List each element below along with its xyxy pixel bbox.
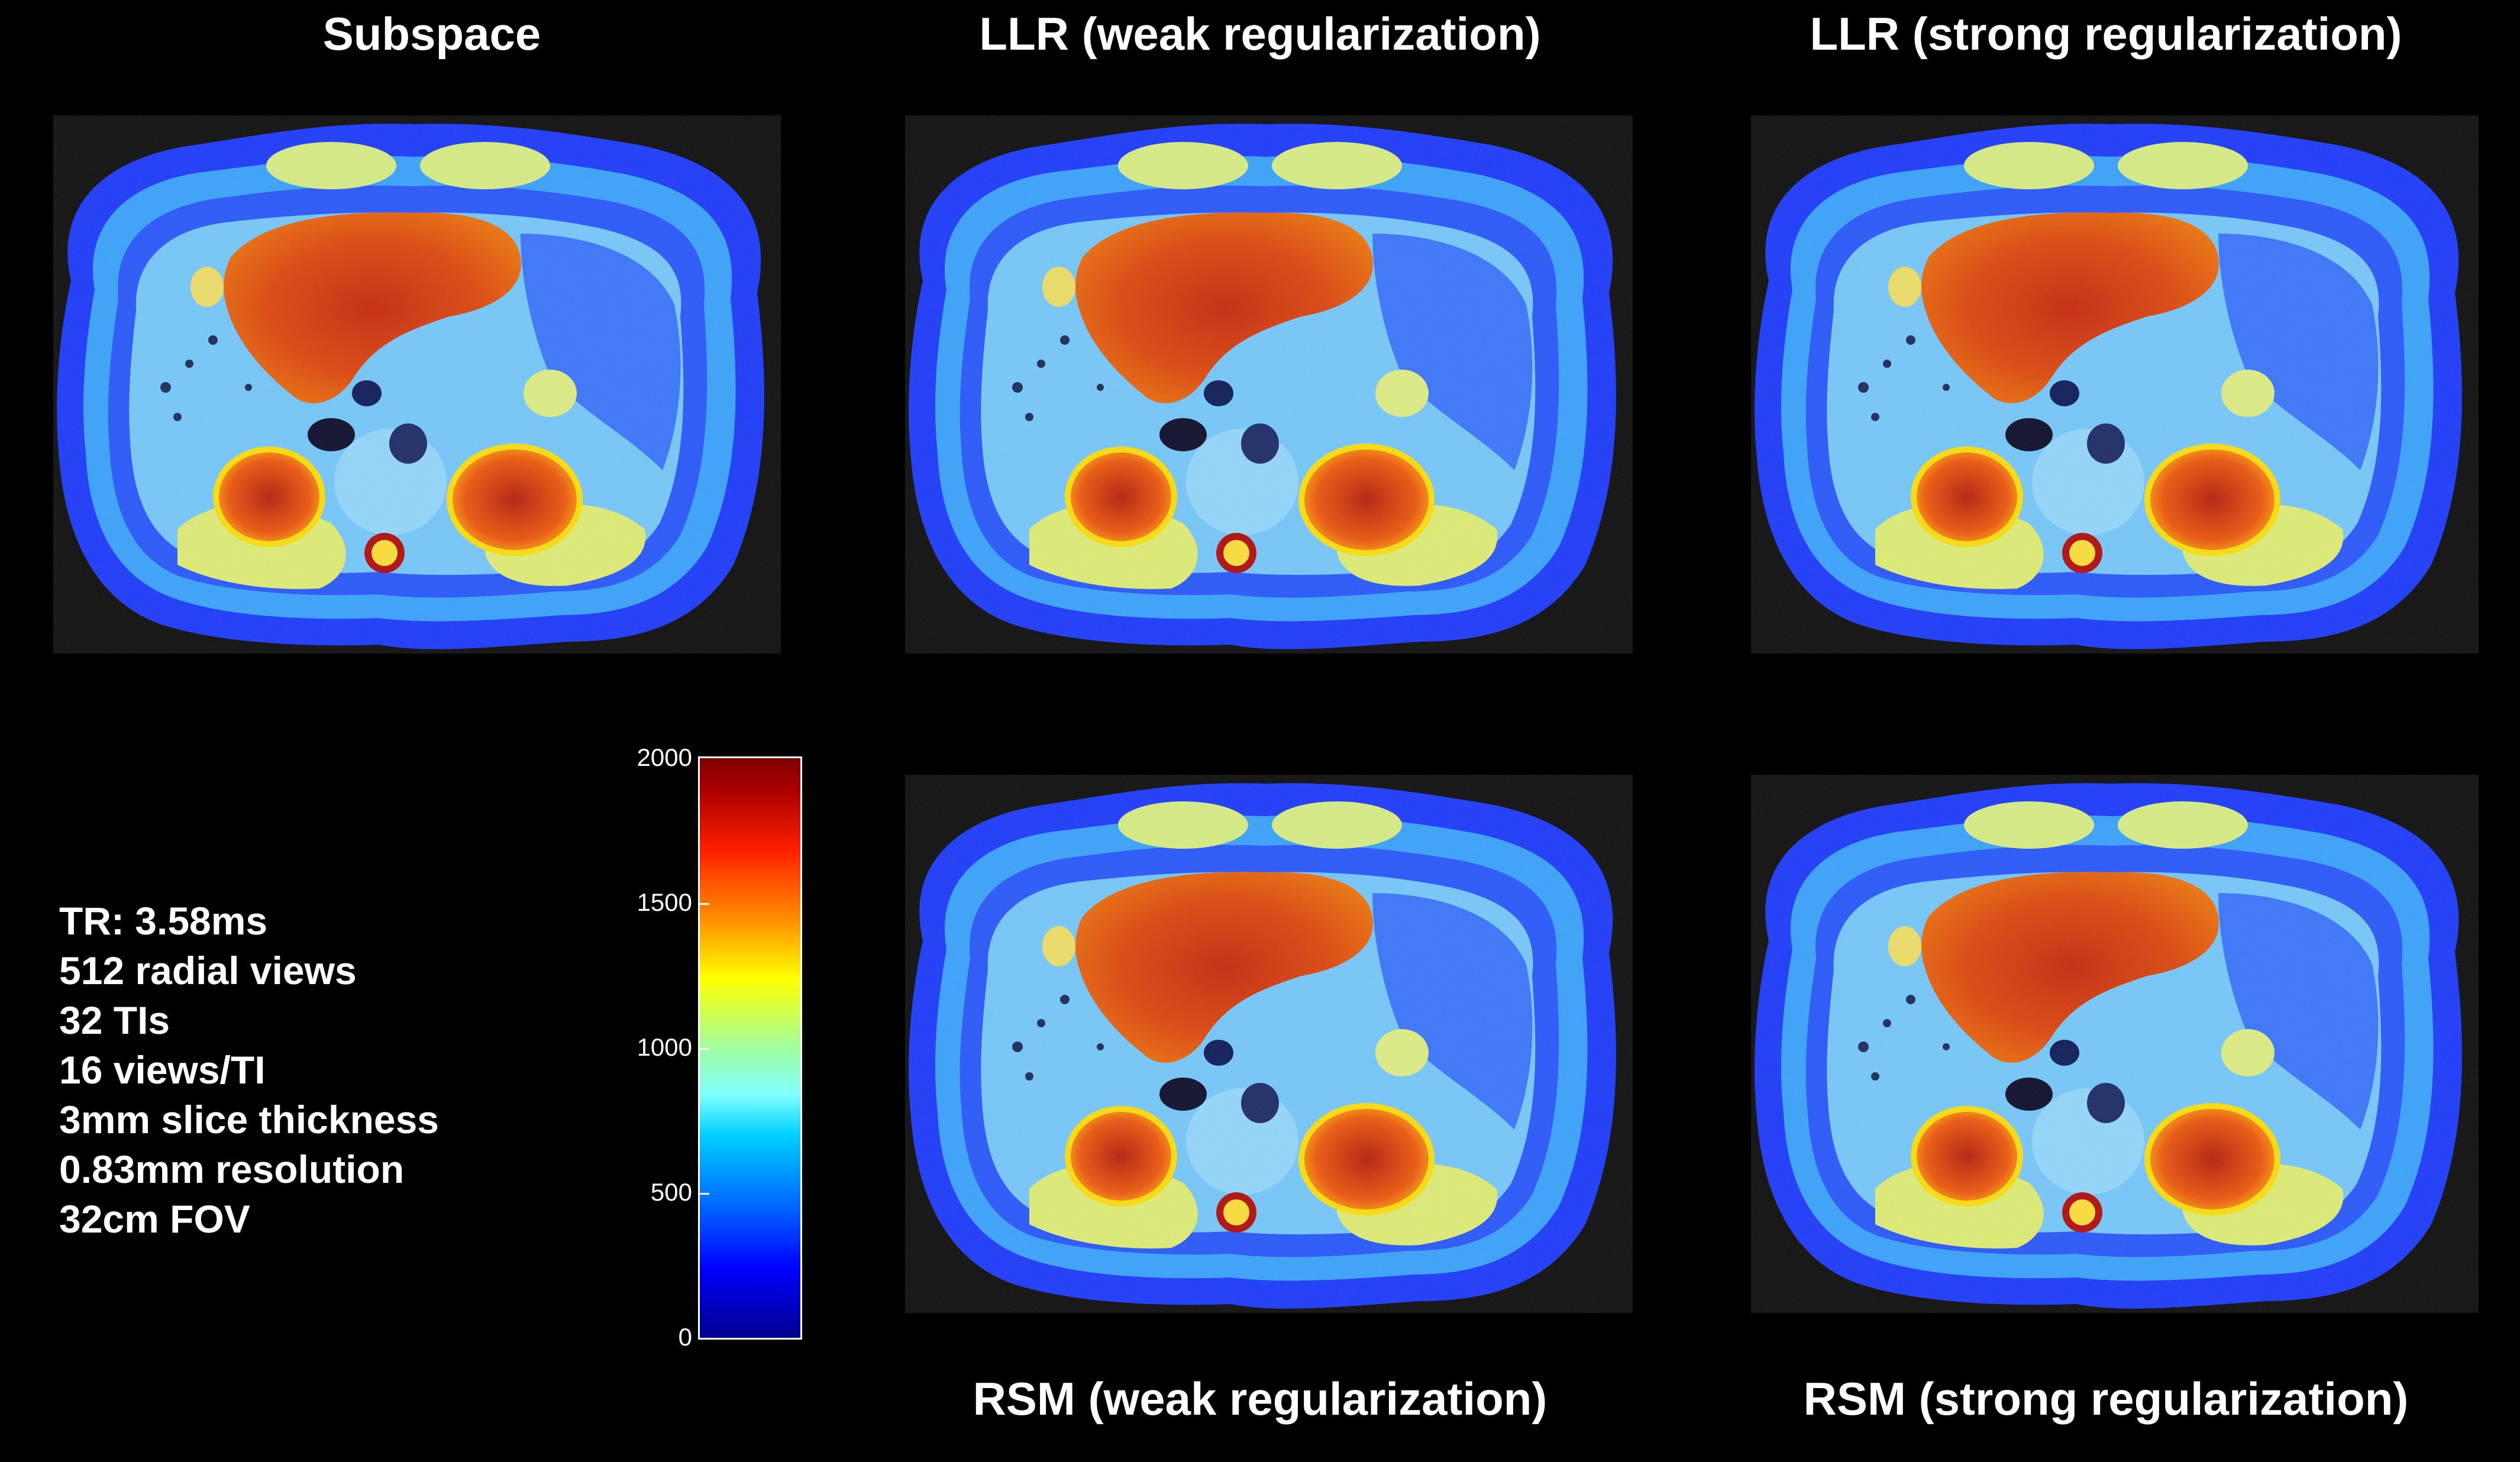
slice-subspace — [0, 56, 822, 695]
slice-llr-strong — [1698, 56, 2520, 695]
mri-image — [1698, 56, 2520, 695]
title-llr-strong: LLR (strong regularization) — [1810, 8, 2402, 60]
title-subspace: Subspace — [322, 8, 541, 60]
param-line: 16 views/TI — [59, 1048, 266, 1092]
acquisition-params: TR: 3.58ms 512 radial views 32 TIs 16 vi… — [59, 896, 439, 1244]
colorbar-tick — [700, 1048, 709, 1050]
slice-rsm-weak — [852, 716, 1674, 1354]
param-line: 32 TIs — [59, 998, 170, 1042]
colorbar-tick — [700, 903, 709, 905]
colorbar-tick — [700, 1193, 709, 1195]
title-rsm-weak: RSM (weak regularization) — [973, 1373, 1547, 1425]
mri-image — [852, 716, 1674, 1354]
colorbar-tick-label: 500 — [650, 1178, 692, 1206]
colorbar-tick-label: 1500 — [637, 888, 692, 916]
colorbar — [698, 756, 802, 1340]
colorbar-tick-label: 1000 — [637, 1033, 692, 1061]
title-llr-weak: LLR (weak regularization) — [979, 8, 1541, 60]
slice-rsm-strong — [1698, 716, 2520, 1354]
param-line: 512 radial views — [59, 949, 357, 992]
mri-image — [1698, 716, 2520, 1354]
colorbar-tick-label: 2000 — [637, 743, 692, 771]
param-line: 32cm FOV — [59, 1197, 250, 1241]
mri-image — [852, 56, 1674, 695]
slice-llr-weak — [852, 56, 1674, 695]
title-rsm-strong: RSM (strong regularization) — [1803, 1373, 2409, 1425]
param-line: TR: 3.58ms — [59, 899, 268, 943]
colorbar-tick-label: 0 — [678, 1323, 692, 1351]
param-line: 0.83mm resolution — [59, 1147, 405, 1191]
param-line: 3mm slice thickness — [59, 1098, 440, 1141]
mri-image — [0, 56, 822, 695]
